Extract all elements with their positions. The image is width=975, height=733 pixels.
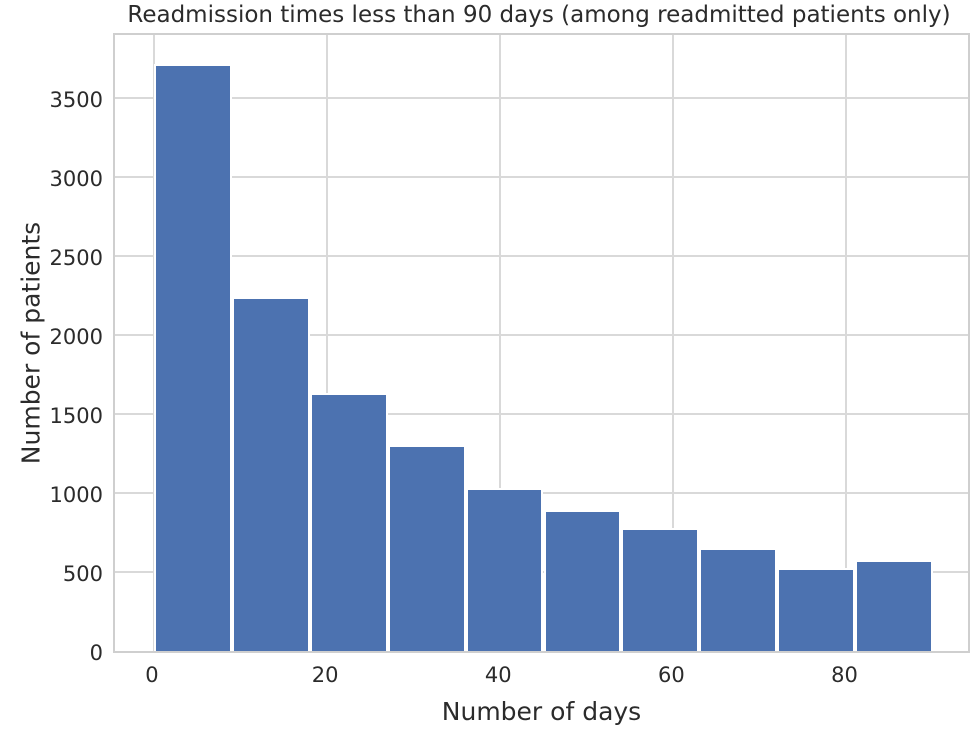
y-tick-label: 2000 — [49, 324, 103, 349]
gridline-y — [115, 334, 968, 336]
gridline-y — [115, 255, 968, 257]
histogram-bar — [387, 444, 466, 651]
gridline-y — [115, 413, 968, 415]
plot-area — [113, 33, 970, 653]
x-tick-label: 80 — [831, 663, 858, 687]
histogram-bar — [465, 488, 544, 651]
gridline-y — [115, 176, 968, 178]
x-axis-label: Number of days — [441, 697, 642, 726]
y-tick-label: 2500 — [49, 245, 103, 270]
x-tick-label: 0 — [145, 663, 159, 687]
histogram-bar — [309, 393, 388, 651]
gridline-x — [499, 35, 502, 651]
histogram-bar — [855, 560, 934, 651]
gridline-x — [326, 35, 329, 651]
histogram-bar — [543, 510, 622, 651]
histogram-bar — [699, 547, 778, 651]
y-tick-label: 3000 — [49, 166, 103, 191]
gridline-y — [115, 97, 968, 99]
gridline-x — [845, 35, 848, 651]
gridline-x — [672, 35, 675, 651]
y-tick-label: 1000 — [49, 482, 103, 507]
x-tick-label: 20 — [311, 663, 339, 687]
histogram-bar — [621, 527, 700, 651]
histogram-bar — [231, 297, 310, 651]
x-tick-label: 60 — [657, 663, 685, 687]
y-tick-label: 500 — [62, 561, 103, 586]
chart-title: Readmission times less than 90 days (amo… — [127, 2, 951, 28]
y-tick-label: 3500 — [49, 87, 103, 112]
y-tick-label: 1500 — [49, 403, 103, 428]
histogram-bar — [153, 64, 232, 651]
y-tick-label: 0 — [89, 641, 103, 665]
x-tick-label: 40 — [484, 663, 512, 687]
histogram-bar — [777, 568, 856, 651]
